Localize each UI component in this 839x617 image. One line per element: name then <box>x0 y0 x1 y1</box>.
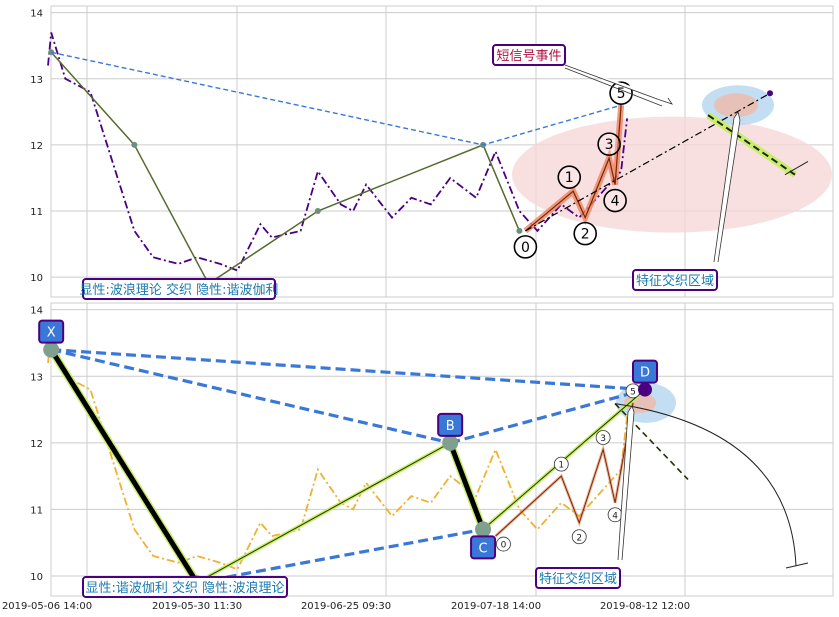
harmonic-dashed-line <box>449 388 646 445</box>
y-tick-label: 11 <box>30 207 43 218</box>
projection-cap <box>784 160 809 176</box>
harmonic-dashed-line <box>50 348 451 445</box>
y-tick-label: 14 <box>30 306 43 317</box>
x-tick-label: 2019-06-25 09:30 <box>301 601 391 612</box>
harmonic-thin-segment <box>196 442 451 584</box>
dashed-projection <box>614 403 689 481</box>
feature-zone-label-box <box>632 269 718 291</box>
harmonic-node <box>442 434 459 451</box>
y-tick-label: 10 <box>30 572 43 583</box>
wave-path-line <box>50 51 521 285</box>
wave-point-circle <box>496 536 511 552</box>
harmonic-badge-box <box>470 535 497 560</box>
wave-point-label: 1 <box>558 461 564 471</box>
wave-path-point <box>314 208 321 215</box>
panel-caption-label-box <box>82 278 276 300</box>
trend-endpoint <box>767 90 773 97</box>
harmonic-badge-label: B <box>446 419 455 434</box>
y-tick-label: 12 <box>30 439 43 450</box>
projection-arc <box>614 403 797 567</box>
feature-zone-label: 特征交织区域 <box>636 273 714 289</box>
wave-line <box>495 402 634 537</box>
short-signal-label-box <box>492 44 566 66</box>
wave-point-label: 5 <box>617 86 626 102</box>
zone-ellipse <box>714 93 758 118</box>
harmonic-link-line <box>51 51 622 146</box>
panel-caption-label: 显性:波浪理论 交织 隐性:谐波伽利 <box>79 282 278 298</box>
wave-point-label: 3 <box>600 434 606 444</box>
harmonic-badge-box <box>437 412 464 437</box>
wave-path-point <box>516 227 523 234</box>
x-tick-label: 2019-05-06 14:00 <box>2 601 92 612</box>
harmonic-dashed-line <box>196 527 484 585</box>
feature-zone-arrow <box>713 111 741 263</box>
wave-point-circle <box>513 235 538 259</box>
harmonic-node <box>475 521 492 538</box>
projection-cap <box>785 562 809 569</box>
harmonic-badge-label: D <box>640 366 650 381</box>
wave-point-label: 2 <box>581 227 590 243</box>
wave-point-label: 4 <box>612 511 618 521</box>
dashed-projection <box>707 114 796 176</box>
wave-point-label: 2 <box>576 533 582 543</box>
panel-caption-label: 显性:谐波伽利 交织 隐性:波浪理论 <box>85 580 284 596</box>
feature-zone-label: 特征交织区域 <box>539 571 617 587</box>
wave-point-circle <box>603 188 627 213</box>
y-tick-label: 11 <box>30 505 43 516</box>
wave-point-circle <box>557 165 582 189</box>
wave-point-circle <box>553 456 569 472</box>
y-tick-label: 13 <box>30 75 43 86</box>
wave-point-circle <box>573 221 598 246</box>
harmonic-badge-box <box>632 359 658 384</box>
short-signal-label: 短信号事件 <box>496 49 561 64</box>
wave-point-label: 5 <box>630 387 636 397</box>
x-tick-label: 2019-08-12 12:00 <box>600 601 690 612</box>
wave-point-label: 0 <box>501 541 507 551</box>
wave-point-label: 0 <box>521 240 530 256</box>
wave-point-circle <box>571 529 587 545</box>
harmonic-dashed-line <box>51 348 646 392</box>
x-axis: 2019-05-06 14:00 2019-05-30 11:30 2019-06-… <box>2 601 690 612</box>
wave-path-point <box>131 141 138 148</box>
wave-path-point <box>48 49 55 56</box>
y-tick-label: 14 <box>30 9 43 20</box>
x-tick-label: 2019-05-30 11:30 <box>152 601 242 612</box>
y-tick-label: 10 <box>30 273 43 284</box>
x-tick-label: 2019-07-18 14:00 <box>451 601 541 612</box>
trend-line <box>525 92 771 232</box>
short-signal-arrow <box>564 64 673 107</box>
harmonic-node <box>43 341 60 358</box>
harmonic-thick-segment <box>447 441 486 531</box>
wave-line <box>525 105 622 232</box>
y-tick-label: 13 <box>30 372 43 383</box>
harmonic-badge-box <box>38 319 65 344</box>
feature-zone-label-box <box>535 567 621 589</box>
harmonic-node <box>638 382 652 397</box>
wave-point-circle <box>597 132 621 156</box>
wave-point-label: 1 <box>565 170 574 186</box>
panel-caption-label-box <box>82 576 288 598</box>
wave-point-circle <box>595 430 611 445</box>
wave-point-label: 3 <box>605 137 614 153</box>
wave-point-label: 4 <box>611 194 620 210</box>
harmonic-badge-label: C <box>479 541 488 556</box>
y-tick-label: 12 <box>30 141 43 152</box>
harmonic-thick-segment <box>49 348 200 585</box>
feature-zone-arrow <box>617 405 635 561</box>
harmonic-badge-label: X <box>47 326 56 341</box>
